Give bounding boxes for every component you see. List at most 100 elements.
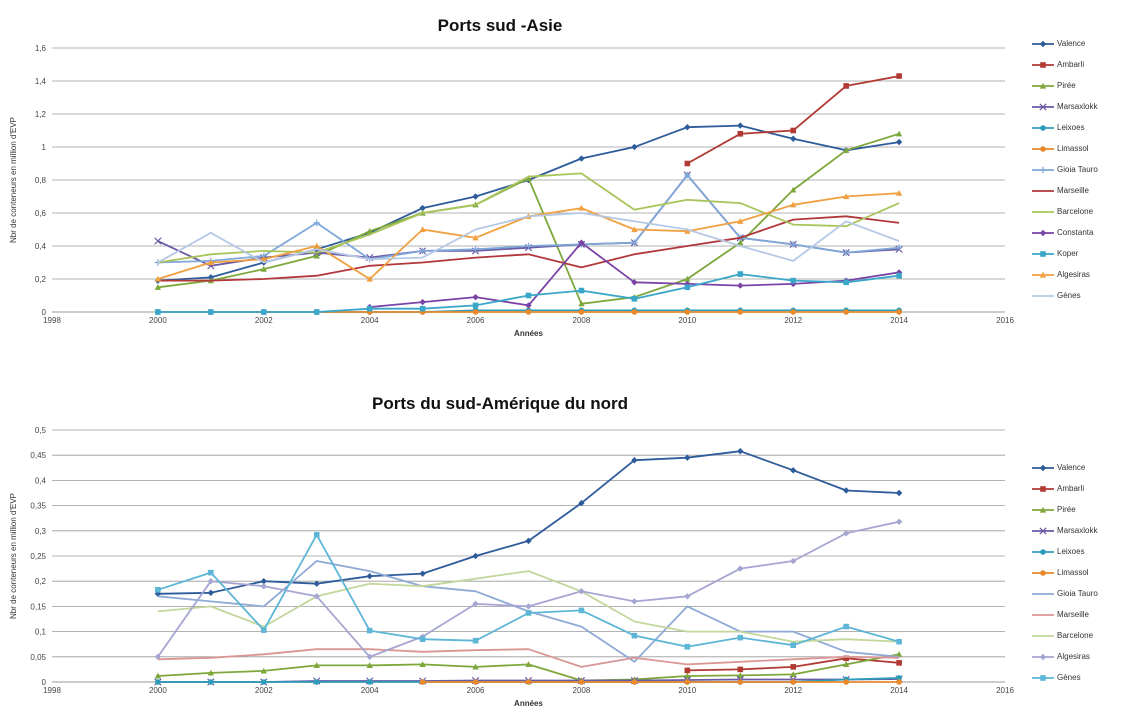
data-point xyxy=(419,247,426,255)
data-point xyxy=(737,672,744,679)
legend-item: Koper xyxy=(1032,247,1122,268)
series-line xyxy=(157,648,900,668)
chart-plot-area: 0 0,2 0,4 0,6 0,8 1 1,2 1,4 1,6 1998 2000 2002 2004 2… xyxy=(9,44,1014,338)
y-axis-label: Nbr de conteneurs en million d'EVP xyxy=(9,493,18,619)
x-tick-label: 2004 xyxy=(361,316,379,325)
series-gènes xyxy=(155,532,902,650)
x-axis-label: Années xyxy=(514,329,543,338)
data-point xyxy=(843,623,849,630)
data-point xyxy=(790,671,797,678)
chart-title: Ports du sud-Amérique du nord xyxy=(372,394,628,413)
legend-swatch xyxy=(1032,295,1054,297)
data-point xyxy=(208,679,214,685)
legend-swatch xyxy=(1032,549,1054,555)
series-line xyxy=(157,533,900,648)
legend-label: Koper xyxy=(1057,249,1079,258)
data-point xyxy=(154,237,162,245)
legend-swatch xyxy=(1032,675,1054,681)
legend-item: Valence xyxy=(1032,37,1122,58)
legend-item: Constanta xyxy=(1032,226,1122,247)
data-point xyxy=(631,457,638,464)
data-point xyxy=(313,252,320,259)
data-point xyxy=(790,280,797,288)
legend-item: Limassol xyxy=(1032,142,1122,163)
data-point xyxy=(525,603,532,610)
legend-label: Barcelone xyxy=(1057,207,1094,216)
data-point xyxy=(525,309,532,315)
data-point xyxy=(737,666,744,673)
data-point xyxy=(154,275,162,282)
data-point xyxy=(154,653,162,660)
data-point xyxy=(578,499,585,507)
data-point xyxy=(313,219,320,227)
data-point xyxy=(525,292,532,299)
legend-label: Barcelone xyxy=(1057,631,1094,640)
legend-swatch xyxy=(1032,251,1054,257)
series-koper xyxy=(155,271,902,315)
legend-label: Pirée xyxy=(1057,81,1076,90)
legend-swatch xyxy=(1032,593,1054,595)
data-point xyxy=(790,135,797,142)
data-point xyxy=(578,287,585,294)
y-tick-label: 0,5 xyxy=(35,426,47,435)
x-tick-label: 2006 xyxy=(467,316,485,325)
data-point xyxy=(154,672,162,679)
data-point xyxy=(737,565,744,572)
data-point xyxy=(790,467,797,474)
legend-label: Limassol xyxy=(1057,144,1089,153)
data-point xyxy=(419,679,426,685)
data-point xyxy=(631,309,638,315)
legend-label: Gioia Tauro xyxy=(1057,165,1098,174)
data-point xyxy=(737,271,744,277)
data-point xyxy=(843,279,849,286)
y-tick-label: 0 xyxy=(42,308,47,317)
data-point xyxy=(260,583,267,590)
data-point xyxy=(895,190,903,196)
data-point xyxy=(790,277,797,284)
legend-label: Marseille xyxy=(1057,610,1090,619)
legend-item: Marseille xyxy=(1032,184,1122,205)
legend-item: Marseille xyxy=(1032,608,1122,629)
series-line xyxy=(157,212,900,264)
data-point xyxy=(208,569,214,576)
x-tick-label: 2010 xyxy=(678,316,696,325)
chart-legend: Valence Ambarli Pirée Marsaxlokk Leixoes Lima… xyxy=(1032,461,1122,692)
legend-label: Leixoes xyxy=(1057,123,1085,132)
legend-item: Gènes xyxy=(1032,671,1122,692)
data-point xyxy=(737,122,744,129)
legend-swatch xyxy=(1032,271,1054,278)
y-tick-label: 1,4 xyxy=(35,77,47,86)
data-point xyxy=(313,309,320,315)
data-point xyxy=(896,272,902,279)
data-point xyxy=(684,593,691,600)
data-point xyxy=(843,309,849,315)
data-point xyxy=(525,242,532,250)
legend-marker xyxy=(1039,653,1047,661)
legend-label: Leixoes xyxy=(1057,547,1085,556)
data-point xyxy=(154,284,162,290)
legend-marker xyxy=(1040,486,1046,492)
y-tick-label: 0,6 xyxy=(35,209,47,218)
chart-plot-area: 0 0,05 0,1 0,15 0,2 0,25 0,3 0,35 0,4 0,45 0,5 1998… xyxy=(9,426,1014,708)
legend-marker xyxy=(1040,675,1046,681)
data-point xyxy=(366,305,373,312)
legend-label: Valence xyxy=(1057,463,1086,472)
data-point xyxy=(631,296,638,302)
x-tick-label: 2004 xyxy=(361,686,379,695)
x-tick-label: 2006 xyxy=(467,686,485,695)
data-point xyxy=(155,309,161,315)
data-point xyxy=(895,130,903,137)
data-point xyxy=(313,242,320,249)
data-point xyxy=(684,275,691,282)
data-point xyxy=(207,589,215,596)
legend-marker xyxy=(1039,40,1047,48)
data-point xyxy=(366,572,373,580)
legend-swatch xyxy=(1032,146,1054,152)
legend-item: Valence xyxy=(1032,461,1122,482)
legend-swatch xyxy=(1032,125,1054,131)
legend-item: Limassol xyxy=(1032,566,1122,587)
x-tick-label: 2012 xyxy=(784,686,802,695)
data-point xyxy=(260,265,267,272)
data-point xyxy=(896,73,902,79)
legend-label: Marsaxlokk xyxy=(1057,102,1098,111)
